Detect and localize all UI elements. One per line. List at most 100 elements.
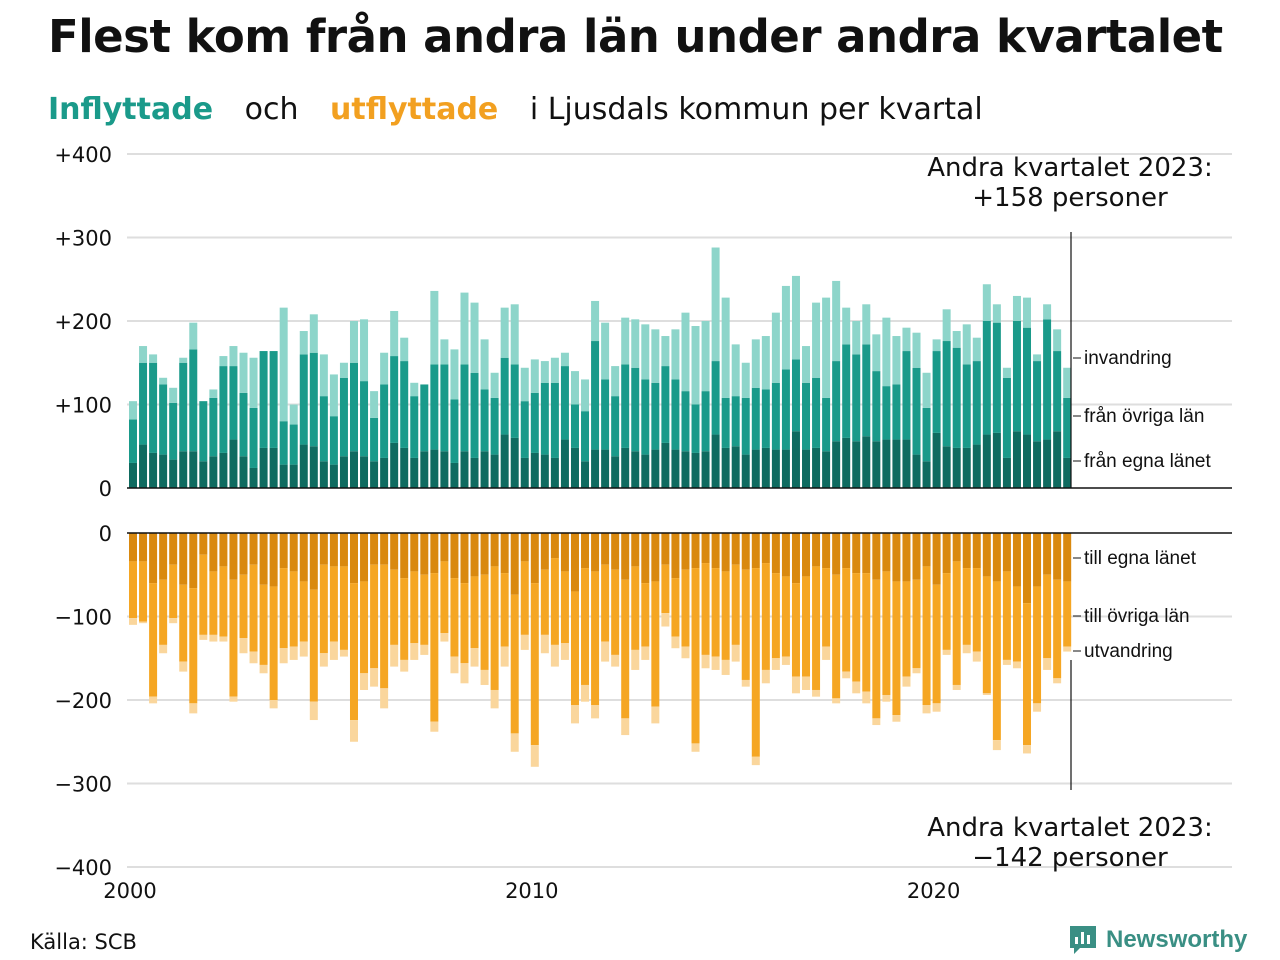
bar-in-segment: [882, 386, 891, 440]
ytick-label-out: −100: [54, 606, 112, 630]
bar-out-segment: [189, 588, 198, 704]
bar-in-segment: [631, 319, 640, 368]
bar-in-segment: [761, 336, 770, 390]
bar-out-segment: [952, 684, 961, 690]
bar-out-segment: [771, 533, 780, 574]
bar-out-segment: [902, 533, 911, 582]
bar-in-segment: [480, 451, 489, 488]
bar-in-segment: [581, 461, 590, 488]
bar-out-segment: [661, 613, 670, 627]
bar-out-segment: [309, 701, 318, 721]
bar-out-segment: [390, 533, 399, 570]
bar-in-segment: [952, 331, 961, 348]
bar-out-segment: [812, 689, 821, 697]
bar-out-segment: [631, 533, 640, 567]
bar-out-segment: [791, 676, 800, 694]
bar-out-segment: [480, 574, 489, 670]
bar-in-segment: [621, 447, 630, 488]
bar-out-segment: [932, 533, 941, 585]
bar-out-segment: [139, 561, 148, 622]
bar-in-segment: [852, 321, 861, 355]
annotation-out-line1: Andra kvartalet 2023:: [927, 813, 1212, 843]
bar-out-segment: [671, 636, 680, 649]
bar-in-segment: [922, 461, 931, 488]
bar-out-segment: [149, 696, 158, 704]
bar-in-segment: [380, 457, 389, 488]
bar-out-segment: [329, 533, 338, 567]
bar-out-segment: [721, 533, 730, 572]
bar-out-segment: [711, 568, 720, 657]
bar-out-segment: [209, 571, 218, 635]
bar-out-segment: [400, 578, 409, 660]
bar-in-segment: [731, 344, 740, 397]
bar-in-segment: [169, 402, 178, 460]
bar-out-segment: [289, 646, 298, 660]
bar-out-segment: [149, 533, 158, 584]
bar-out-segment: [802, 676, 811, 690]
bar-out-segment: [279, 648, 288, 664]
bar-in-segment: [902, 327, 911, 352]
bar-in-segment: [681, 451, 690, 488]
bar-out-segment: [952, 561, 961, 685]
bar-in-segment: [219, 366, 228, 453]
bar-out-segment: [852, 533, 861, 574]
bar-in-segment: [922, 407, 931, 462]
bar-out-segment: [1023, 533, 1032, 604]
bar-in-segment: [882, 439, 891, 488]
bar-out-segment: [299, 533, 308, 582]
bar-out-segment: [882, 571, 891, 695]
subtitle-rest: i Ljusdals kommun per kvartal: [529, 92, 983, 127]
bar-out-segment: [852, 573, 861, 682]
bar-in-segment: [691, 404, 700, 453]
bar-in-segment: [289, 404, 298, 425]
bar-in-segment: [1002, 377, 1011, 458]
bar-out-segment: [219, 566, 228, 637]
bar-in-segment: [209, 389, 218, 398]
bar-out-segment: [1023, 603, 1032, 746]
bar-in-segment: [460, 451, 469, 488]
bar-out-segment: [269, 700, 278, 709]
bar-out-segment: [259, 533, 268, 585]
bar-in-segment: [581, 411, 590, 462]
bar-out-segment: [1002, 571, 1011, 660]
bar-in-segment: [490, 372, 499, 398]
bar-out-segment: [530, 745, 539, 767]
bar-in-segment: [681, 312, 690, 392]
bar-out-segment: [751, 756, 760, 766]
bar-in-segment: [279, 421, 288, 465]
bar-out-segment: [651, 581, 660, 707]
bar-out-segment: [500, 533, 509, 574]
bar-in-segment: [962, 364, 971, 448]
bar-in-segment: [691, 452, 700, 488]
bar-out-segment: [550, 644, 559, 667]
bar-in-segment: [902, 439, 911, 488]
bar-in-segment: [380, 352, 389, 385]
bar-out-segment: [962, 533, 971, 569]
bar-out-segment: [671, 533, 680, 579]
bar-out-segment: [932, 703, 941, 712]
bar-out-segment: [1053, 579, 1062, 679]
bar-out-segment: [892, 715, 901, 722]
annotation-in-line1: Andra kvartalet 2023:: [927, 153, 1212, 183]
bar-in-segment: [249, 357, 258, 408]
bar-in-segment: [339, 377, 348, 457]
bar-in-segment: [882, 317, 891, 387]
bar-out-segment: [751, 568, 760, 757]
bar-in-segment: [460, 364, 469, 452]
brand-logo[interactable]: Newsworthy: [1068, 924, 1247, 956]
bar-in-segment: [932, 339, 941, 352]
bar-in-segment: [862, 436, 871, 488]
bar-out-segment: [641, 583, 650, 647]
bar-in-segment: [540, 382, 549, 455]
bar-in-segment: [1053, 329, 1062, 352]
bar-out-segment: [219, 533, 228, 567]
bar-out-segment: [520, 634, 529, 650]
bar-in-segment: [510, 364, 519, 438]
bar-out-segment: [942, 533, 951, 574]
bar-in-segment: [591, 300, 600, 342]
bar-in-segment: [239, 456, 248, 488]
bar-out-segment: [239, 533, 248, 575]
bar-out-segment: [149, 583, 158, 697]
bar-in-segment: [289, 424, 298, 465]
bar-in-segment: [741, 362, 750, 398]
